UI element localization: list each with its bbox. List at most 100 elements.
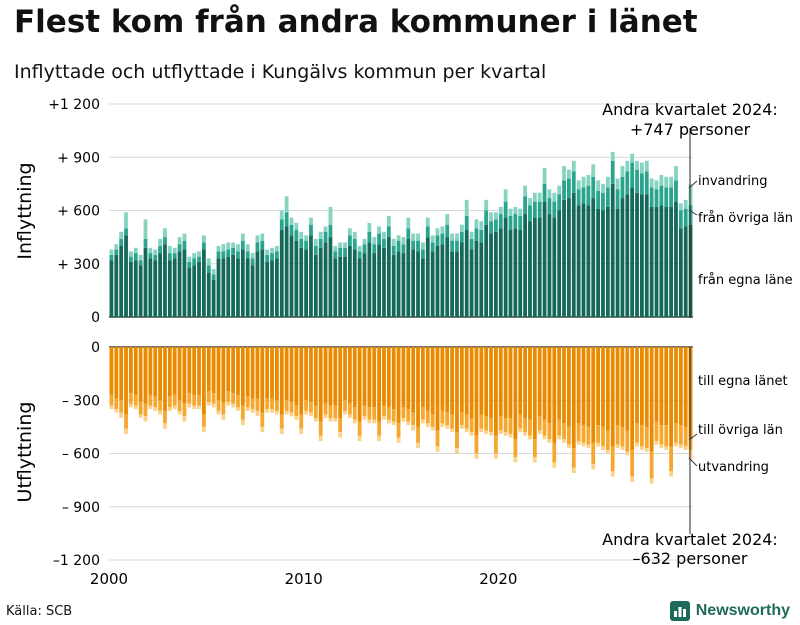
bar-out-s0-q109	[640, 347, 644, 426]
bar-in-s1-q105	[620, 176, 625, 199]
bar-in-s1-q83	[513, 214, 518, 229]
series-label-utvandring: utvandring	[698, 460, 769, 475]
bar-in-s0-q111	[649, 206, 654, 317]
bar-in-s1-q11	[163, 237, 167, 245]
bar-out-s1-q49	[348, 403, 352, 415]
bar-out-s2-q7	[143, 416, 148, 422]
bar-in-s2-q84	[518, 208, 523, 216]
bar-in-s0-q32	[265, 261, 270, 317]
bar-out-s1-q7	[143, 403, 148, 417]
bar-out-s2-q117	[678, 444, 683, 449]
bar-in-s0-q76	[479, 242, 484, 317]
bar-in-s0-q73	[464, 230, 469, 317]
bar-out-s1-q61	[406, 409, 411, 422]
bar-in-s1-q26	[236, 251, 240, 259]
bar-in-s0-q108	[635, 192, 639, 317]
bar-out-s1-q2	[119, 400, 124, 413]
bar-out-s0-q11	[163, 347, 167, 411]
bar-in-s1-q33	[270, 253, 274, 261]
bar-in-s1-q112	[654, 189, 659, 207]
bar-in-s0-q69	[445, 237, 450, 317]
bar-out-s0-q64	[421, 347, 425, 408]
bar-in-s2-q73	[464, 199, 469, 216]
bar-in-s2-q102	[605, 176, 610, 188]
bar-in-s2-q63	[416, 233, 420, 241]
bar-in-s2-q64	[421, 242, 425, 250]
bar-out-s2-q13	[172, 405, 177, 410]
bar-out-s2-q53	[367, 419, 372, 424]
bar-out-s0-q70	[450, 347, 454, 415]
bar-in-s1-q75	[474, 228, 479, 241]
bar-in-s1-q104	[615, 189, 620, 209]
bar-out-s2-q6	[138, 414, 143, 418]
bar-in-s0-q17	[192, 265, 197, 317]
bar-out-s0-q80	[498, 347, 503, 417]
bar-in-s2-q118	[683, 199, 688, 209]
newsworthy-logo-icon	[669, 601, 690, 621]
bar-out-s0-q78	[489, 347, 493, 418]
bar-out-s2-q113	[659, 444, 664, 449]
bar-in-s1-q109	[640, 173, 644, 195]
bar-out-s1-q66	[430, 414, 435, 427]
bar-out-s1-q60	[401, 407, 406, 418]
bar-out-s0-q74	[469, 347, 474, 418]
bar-in-s0-q54	[372, 253, 377, 317]
bar-out-s1-q116	[674, 423, 678, 443]
bar-in-s1-q65	[425, 226, 430, 238]
bar-out-s1-q30	[255, 398, 260, 411]
bar-out-s2-q26	[236, 407, 240, 411]
bar-in-s2-q114	[664, 176, 669, 188]
bar-in-s2-q96	[576, 180, 581, 190]
bar-in-s0-q23	[221, 258, 226, 317]
bar-out-s1-q82	[508, 418, 513, 434]
bar-out-s2-q77	[484, 430, 489, 434]
bar-out-s1-q80	[498, 416, 503, 431]
bar-out-s2-q3	[124, 428, 128, 434]
bar-in-s2-q83	[513, 206, 518, 215]
bar-in-s2-q104	[615, 178, 620, 190]
bar-in-s0-q39	[299, 247, 304, 317]
bar-out-s0-q25	[231, 347, 235, 394]
bar-out-s2-q94	[567, 444, 571, 449]
bar-out-s1-q118	[683, 426, 688, 447]
bar-out-s1-q113	[659, 425, 664, 445]
bar-out-s0-q90	[547, 347, 552, 424]
bar-out-s0-q47	[338, 347, 343, 418]
bar-in-s2-q52	[362, 238, 367, 245]
bar-out-s0-q53	[367, 347, 372, 408]
bar-out-s2-q106	[625, 451, 630, 456]
bar-out-s2-q58	[391, 421, 396, 426]
bar-out-s0-q42	[313, 347, 318, 406]
bar-in-s0-q42	[313, 254, 318, 317]
bar-out-s1-q87	[532, 439, 537, 458]
bar-in-s1-q60	[401, 244, 406, 254]
bar-out-s0-q60	[401, 347, 406, 408]
bar-in-s2-q85	[523, 185, 527, 197]
bar-in-s2-q26	[236, 244, 240, 252]
bar-out-s0-q40	[304, 347, 308, 401]
bar-in-s2-q99	[591, 164, 596, 177]
bar-out-s2-q73	[464, 428, 469, 433]
bar-in-s0-q0	[109, 260, 114, 317]
bar-in-s0-q107	[630, 187, 635, 317]
bar-in-s2-q20	[206, 258, 211, 266]
bar-out-s2-q30	[255, 410, 260, 417]
bar-out-s0-q12	[167, 347, 172, 397]
bar-in-s0-q71	[455, 251, 459, 317]
bar-in-s1-q55	[377, 233, 381, 245]
bar-in-s0-q96	[576, 205, 581, 317]
bar-out-s2-q111	[649, 478, 654, 484]
bar-out-s0-q39	[299, 347, 304, 415]
bar-in-s0-q119	[688, 224, 693, 317]
bar-in-s1-q69	[445, 224, 450, 238]
bar-in-s2-q42	[313, 238, 318, 246]
bar-in-s1-q4	[129, 256, 133, 262]
bar-in-s1-q70	[450, 240, 454, 252]
bar-out-s2-q118	[683, 446, 688, 450]
bar-out-s2-q4	[129, 403, 133, 408]
bar-out-s1-q55	[377, 421, 381, 436]
bar-in-s2-q117	[678, 203, 683, 211]
bar-out-s0-q118	[683, 347, 688, 427]
bar-in-s2-q103	[610, 151, 615, 161]
bar-in-s0-q34	[275, 258, 279, 317]
